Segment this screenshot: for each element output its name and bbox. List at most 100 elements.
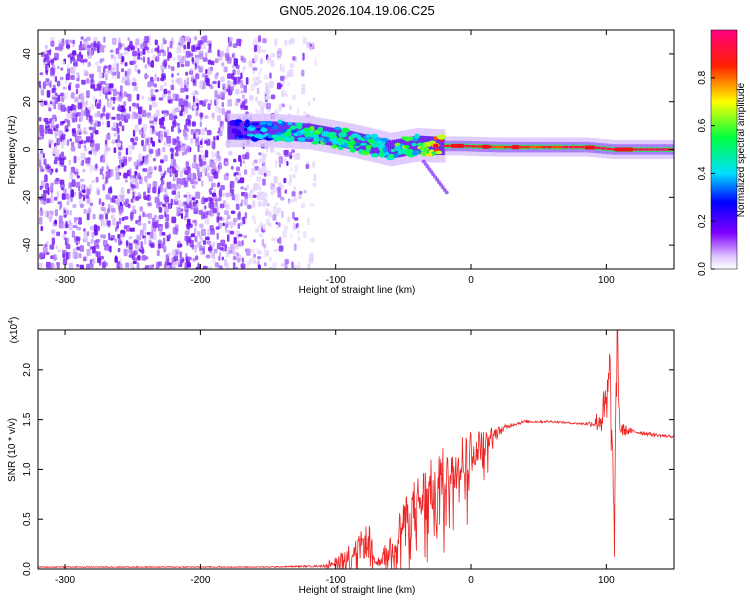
trace-core (649, 148, 655, 151)
noise-cell (130, 265, 134, 269)
trace-mid (361, 133, 365, 152)
noise-cell (50, 36, 55, 41)
noise-cell (139, 129, 144, 135)
noise-cell (164, 132, 167, 138)
noise-cell (119, 258, 122, 262)
noise-cell (124, 179, 128, 183)
noise-cell (76, 54, 82, 62)
trace-core (541, 145, 547, 149)
noise-cell (275, 202, 278, 206)
noise-cell (144, 46, 150, 51)
noise-cell (164, 170, 167, 176)
noise-cell (56, 262, 60, 266)
noise-cell (147, 220, 151, 224)
trace-blob (257, 134, 264, 140)
noise-cell (59, 157, 65, 165)
noise-cell (191, 197, 196, 201)
noise-cell (192, 184, 196, 189)
colorbar: 0.0 0.2 0.4 0.6 0.8 Normalized spectral ampl… (697, 29, 747, 276)
noise-cell (232, 52, 236, 59)
noise-cell (255, 96, 258, 102)
noise-cell (274, 38, 278, 46)
noise-cell (217, 80, 221, 89)
noise-cell (225, 192, 230, 198)
noise-cell (110, 237, 114, 241)
noise-cell (253, 220, 257, 225)
noise-cell (186, 77, 189, 85)
trace-peak (584, 145, 596, 150)
noise-cell (62, 86, 67, 90)
noise-cell (210, 228, 215, 235)
noise-cell (218, 107, 222, 114)
noise-cell (94, 129, 99, 135)
noise-cell (72, 204, 77, 208)
noise-cell (188, 167, 191, 174)
noise-cell (203, 211, 208, 219)
noise-cell (257, 256, 262, 260)
noise-cell (253, 239, 256, 243)
noise-cell (90, 238, 94, 244)
noise-cell (125, 115, 130, 119)
noise-cell (156, 77, 160, 82)
noise-cell (171, 158, 176, 167)
noise-cell (120, 85, 123, 94)
noise-cell (103, 65, 108, 69)
noise-cell (157, 151, 161, 157)
noise-cell (92, 246, 97, 254)
noise-cell (166, 181, 172, 190)
noise-cell (165, 254, 170, 262)
trace-mid (253, 121, 257, 140)
noise-cell (190, 137, 194, 144)
noise-cell (209, 191, 212, 195)
noise-cell (243, 85, 247, 93)
noise-cell (135, 178, 139, 182)
noise-cell (120, 187, 124, 196)
noise-cell (89, 202, 94, 207)
noise-cell (45, 81, 49, 85)
noise-cell (95, 143, 100, 151)
noise-cell (292, 211, 295, 220)
noise-cell (95, 176, 99, 183)
trace-tail (437, 180, 441, 184)
noise-cell (95, 238, 101, 243)
noise-cell (82, 256, 87, 262)
trace-mid (345, 130, 349, 149)
noise-cell (86, 90, 90, 99)
noise-cell (118, 217, 122, 225)
noise-cell (214, 262, 220, 268)
noise-cell (116, 142, 121, 147)
noise-cell (105, 194, 111, 200)
noise-cell (240, 79, 244, 86)
noise-cell (77, 124, 80, 129)
noise-cell (181, 212, 183, 219)
noise-cell (236, 257, 241, 263)
noise-cell (45, 241, 49, 246)
trace-blob (357, 134, 362, 141)
noise-cell (287, 216, 291, 223)
noise-cell (142, 168, 148, 172)
noise-cell (45, 49, 48, 53)
noise-cell (121, 162, 125, 168)
noise-cell (163, 264, 166, 269)
trace-core (557, 145, 563, 149)
noise-cell (110, 67, 115, 76)
noise-cell (284, 259, 289, 265)
x-tick-label: 100 (598, 575, 615, 586)
noise-cell (66, 139, 70, 146)
noise-cell (134, 64, 138, 73)
noise-cell (184, 230, 190, 236)
noise-cell (72, 112, 76, 118)
noise-cell (62, 249, 67, 254)
trace-blob (234, 122, 240, 127)
noise-cell (213, 136, 216, 141)
noise-cell (307, 101, 311, 106)
noise-cell (185, 60, 190, 67)
noise-cell (117, 155, 122, 160)
noise-cell (263, 172, 267, 177)
noise-cell (187, 41, 191, 50)
noise-cell (137, 172, 141, 178)
noise-cell (169, 147, 174, 152)
noise-cell (185, 94, 189, 100)
noise-cell (97, 121, 101, 127)
noise-cell (45, 69, 48, 76)
